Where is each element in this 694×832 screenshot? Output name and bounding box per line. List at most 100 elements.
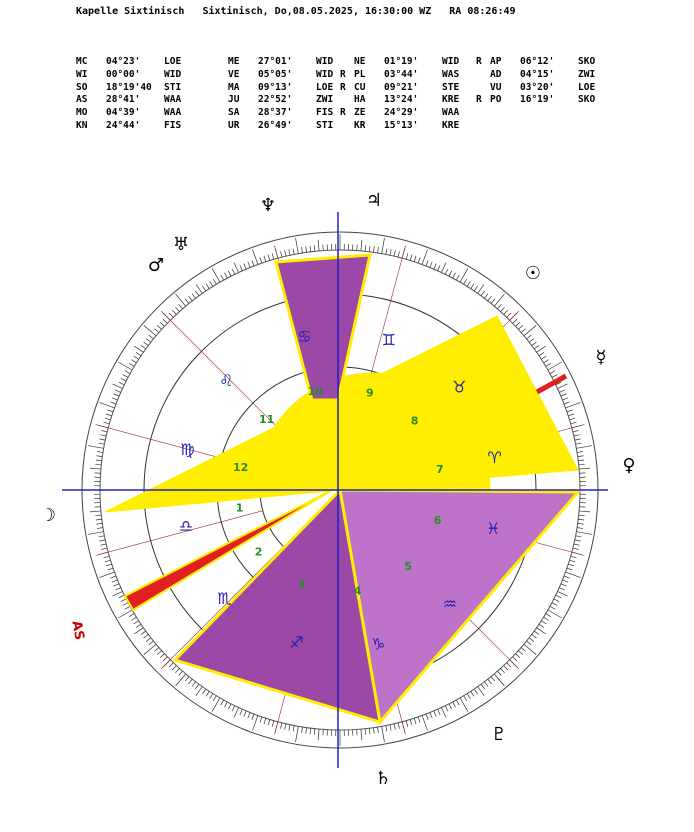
degree-tick — [231, 268, 236, 275]
retro-flag: R — [340, 107, 346, 119]
body-name: PO — [490, 94, 502, 106]
sign-abbr: ZWI — [316, 94, 334, 106]
degree-tick — [178, 670, 183, 676]
degree-tick — [568, 413, 575, 417]
degree-tick — [209, 693, 214, 699]
degree-tick — [463, 278, 467, 285]
degree-value: 15°13' — [384, 119, 419, 131]
body-name: AP — [490, 56, 502, 67]
degree-tick — [313, 728, 316, 735]
zodiac-sign-icon: ♋ — [297, 327, 311, 346]
sign-abbr: WID — [316, 68, 334, 80]
sign-abbr: WAA — [442, 107, 460, 119]
zodiac-sign-icon: ♐ — [289, 633, 303, 652]
degree-tick — [263, 718, 267, 725]
sign-abbr: KRE — [442, 119, 460, 131]
degree-tick — [385, 725, 388, 732]
zodiac-sign-icon: ♊ — [382, 331, 396, 350]
degree-tick — [301, 726, 303, 734]
degree-tick — [143, 325, 157, 336]
degree-tick — [577, 455, 584, 457]
degree-tick — [448, 270, 452, 277]
degree-tick — [518, 325, 524, 330]
degree-tick — [566, 567, 573, 571]
degree-tick — [417, 257, 421, 264]
degree-value: 26°49' — [258, 119, 293, 131]
degree-tick — [579, 510, 591, 513]
degree-tick — [178, 304, 183, 310]
degree-tick — [541, 620, 547, 625]
degree-tick — [168, 312, 174, 318]
degree-tick — [159, 321, 165, 327]
degree-tick — [409, 719, 413, 726]
house-number: 7 — [436, 463, 444, 476]
sign-abbr: FIS — [316, 107, 334, 119]
degree-tick — [538, 623, 545, 628]
degree-tick — [118, 594, 125, 599]
zodiac-sign-icon: ♑ — [371, 634, 385, 653]
degree-tick — [477, 686, 485, 696]
degree-tick — [124, 370, 131, 374]
degree-tick — [494, 293, 505, 307]
degree-tick — [184, 676, 190, 682]
degree-tick — [429, 261, 433, 268]
body-name: MC — [76, 56, 88, 67]
degree-tick — [518, 650, 524, 655]
degree-tick — [531, 634, 537, 639]
body-name: UR — [228, 119, 240, 131]
table-cell: AS 28°41' WAA — [76, 94, 214, 107]
table-cell: R PO 16°19' SKO — [476, 94, 596, 107]
zodiac-sign-icon: ♌ — [219, 371, 233, 390]
degree-value: 09°13' — [258, 81, 293, 93]
degree-tick — [188, 678, 193, 685]
degree-tick — [184, 298, 190, 304]
degree-tick — [105, 563, 112, 567]
degree-tick — [360, 239, 363, 251]
sign-abbr: WID — [164, 68, 182, 80]
house-number: 2 — [255, 545, 263, 558]
degree-tick — [452, 701, 456, 708]
degree-tick — [115, 389, 121, 393]
degree-tick — [389, 724, 392, 731]
body-name: VU — [490, 81, 502, 93]
degree-tick — [565, 571, 581, 578]
degree-tick — [99, 402, 115, 409]
degree-value: 28°41' — [106, 94, 141, 106]
degree-value: 04°39' — [106, 107, 141, 119]
sign-abbr: WID — [316, 56, 334, 67]
degree-tick — [267, 254, 271, 261]
degree-value: 16°19' — [520, 94, 555, 106]
retro-flag: R — [476, 56, 482, 67]
degree-tick — [549, 370, 556, 374]
table-cell: R ZE 24°29' WAA — [340, 107, 476, 120]
body-name: CU — [354, 81, 366, 93]
degree-tick — [111, 397, 118, 401]
degree-tick — [555, 381, 562, 386]
degree-tick — [463, 695, 467, 702]
degree-value: 04°23' — [106, 56, 141, 67]
degree-tick — [191, 293, 196, 299]
degree-tick — [572, 547, 579, 550]
table-cell: JU 22°52' ZWI — [214, 94, 340, 107]
table-cell: R CU 09°21' STE — [340, 82, 476, 95]
degree-tick — [503, 665, 509, 671]
table-row: WI 00°00' WID VE 05°05' WID R PL 03°44' WAS AD 04°1… — [76, 69, 596, 82]
degree-tick — [251, 713, 255, 720]
degree-tick — [437, 709, 441, 715]
degree-tick — [575, 535, 582, 538]
degree-tick — [512, 318, 518, 324]
degree-tick — [506, 312, 512, 318]
degree-tick — [520, 647, 526, 652]
degree-tick — [87, 445, 104, 449]
degree-tick — [89, 510, 101, 513]
degree-tick — [205, 691, 210, 697]
retro-flag: R — [340, 81, 346, 93]
uranus-icon: ♅ — [173, 234, 189, 255]
degree-tick — [562, 579, 569, 583]
degree-tick — [551, 374, 558, 378]
table-row: KN 24°44' FIS UR 26°49' STI KR 15°13' KRE — [76, 120, 596, 133]
degree-tick — [118, 609, 133, 619]
sign-abbr: SKO — [578, 56, 596, 67]
degree-tick — [99, 539, 106, 542]
degree-tick — [103, 421, 110, 425]
